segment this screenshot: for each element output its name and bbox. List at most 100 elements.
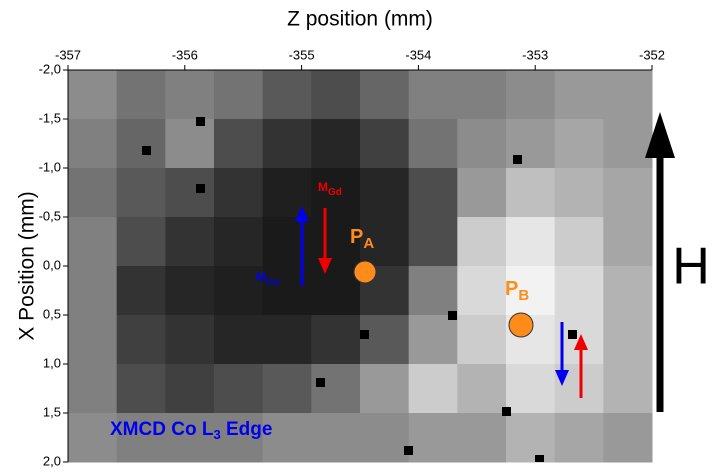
heatmap-cell bbox=[68, 315, 118, 365]
heatmap-cell bbox=[262, 413, 312, 463]
heatmap-cell bbox=[360, 217, 410, 267]
heatmap-cell bbox=[506, 413, 556, 463]
heatmap-cell bbox=[311, 413, 361, 463]
point-marker bbox=[508, 312, 534, 338]
heatmap-cell bbox=[165, 364, 215, 414]
annotation-text: Edge bbox=[221, 419, 273, 440]
heatmap-cell bbox=[603, 217, 653, 267]
y-tick-label: -0,5 bbox=[39, 208, 61, 223]
heatmap-cell bbox=[311, 364, 361, 414]
heatmap-cell bbox=[408, 119, 458, 169]
heatmap-cell bbox=[116, 413, 166, 463]
decoration bbox=[142, 117, 577, 462]
annotation-sub: Co bbox=[266, 277, 279, 288]
x-tick-label: -355 bbox=[289, 47, 315, 62]
y-tick-label: 1,5 bbox=[43, 404, 61, 419]
annotation: PA bbox=[350, 226, 374, 252]
heatmap-cell bbox=[262, 168, 312, 218]
heatmap-cell bbox=[603, 168, 653, 218]
heatmap-cell bbox=[506, 364, 556, 414]
heatmap-cell bbox=[165, 266, 215, 316]
annotation-text: P bbox=[350, 226, 363, 248]
heatmap-cell bbox=[165, 70, 215, 120]
annotation-sub: A bbox=[363, 235, 374, 252]
heatmap-cell bbox=[165, 315, 215, 365]
y-tick-label: -1,5 bbox=[39, 110, 61, 125]
heatmap-cell bbox=[68, 119, 118, 169]
heatmap-cell bbox=[506, 266, 556, 316]
heatmap-cell bbox=[506, 168, 556, 218]
heatmap-cell bbox=[68, 266, 118, 316]
heatmap-cell bbox=[408, 364, 458, 414]
annotation: XMCD Co L3 Edge bbox=[110, 419, 272, 442]
heatmap-cell bbox=[457, 315, 507, 365]
y-tick-label: 2,0 bbox=[43, 453, 61, 468]
heatmap-cell bbox=[262, 266, 312, 316]
heatmap-cell bbox=[603, 119, 653, 169]
annotation-text: M bbox=[318, 180, 328, 194]
heatmap-cell bbox=[311, 119, 361, 169]
heatmap-cell bbox=[603, 315, 653, 365]
y-tick-label: 0,5 bbox=[43, 306, 61, 321]
heatmap-cell bbox=[116, 217, 166, 267]
heatmap-cell bbox=[165, 413, 215, 463]
heatmap-cell bbox=[408, 315, 458, 365]
annotation-sub: 3 bbox=[213, 427, 220, 442]
annotation: MGd bbox=[318, 180, 342, 197]
heatmap-cell bbox=[262, 119, 312, 169]
heatmap-cell bbox=[262, 70, 312, 120]
heatmap-cell bbox=[457, 413, 507, 463]
heatmap-cell bbox=[214, 168, 264, 218]
heatmap-cell bbox=[360, 70, 410, 120]
x-tick-label: -356 bbox=[172, 47, 198, 62]
heatmap-cell bbox=[68, 70, 118, 120]
heatmap-cell bbox=[165, 119, 215, 169]
heatmap-cell bbox=[360, 364, 410, 414]
heatmap-cell bbox=[408, 217, 458, 267]
point-marker bbox=[353, 260, 377, 284]
heatmap-cell bbox=[214, 119, 264, 169]
heatmap-cell bbox=[214, 315, 264, 365]
annotation-sub: B bbox=[518, 287, 529, 304]
heatmap-cell bbox=[554, 217, 604, 267]
heatmap-cell bbox=[554, 119, 604, 169]
heatmap-cell bbox=[262, 364, 312, 414]
annotation-text: XMCD Co L bbox=[110, 419, 214, 440]
annotation-text: M bbox=[256, 270, 266, 284]
heatmap-cell bbox=[554, 70, 604, 120]
heatmap-cell bbox=[165, 217, 215, 267]
heatmap-cell bbox=[408, 266, 458, 316]
heatmap-cell bbox=[554, 413, 604, 463]
heatmap-cell bbox=[165, 168, 215, 218]
heatmap-cell bbox=[68, 217, 118, 267]
heatmap-cell bbox=[603, 266, 653, 316]
y-tick-label: -1,0 bbox=[39, 159, 61, 174]
heatmap-cell bbox=[457, 217, 507, 267]
heatmap-cell bbox=[311, 70, 361, 120]
heatmap-cell bbox=[116, 364, 166, 414]
y-tick-label: 1,0 bbox=[43, 355, 61, 370]
heatmap-cell bbox=[554, 266, 604, 316]
heatmap-cell bbox=[311, 315, 361, 365]
x-tick-label: -352 bbox=[639, 47, 665, 62]
heatmap-cell bbox=[262, 315, 312, 365]
heatmap-cell bbox=[408, 413, 458, 463]
heatmap-cell bbox=[214, 364, 264, 414]
heatmap-cell bbox=[457, 70, 507, 120]
heatmap-cell bbox=[603, 364, 653, 414]
annotation-sub: Gd bbox=[328, 187, 342, 198]
heatmap-cell bbox=[214, 217, 264, 267]
heatmap bbox=[68, 70, 653, 463]
heatmap-cell bbox=[116, 119, 166, 169]
x-tick-label: -357 bbox=[55, 47, 81, 62]
y-tick-label: 0,0 bbox=[43, 257, 61, 272]
heatmap-cell bbox=[506, 70, 556, 120]
heatmap-cell bbox=[360, 168, 410, 218]
heatmap-cell bbox=[116, 168, 166, 218]
heatmap-cell bbox=[68, 168, 118, 218]
annotation: PB bbox=[505, 278, 529, 304]
heatmap-cell bbox=[262, 217, 312, 267]
heatmap-cell bbox=[68, 364, 118, 414]
heatmap-cell bbox=[116, 266, 166, 316]
